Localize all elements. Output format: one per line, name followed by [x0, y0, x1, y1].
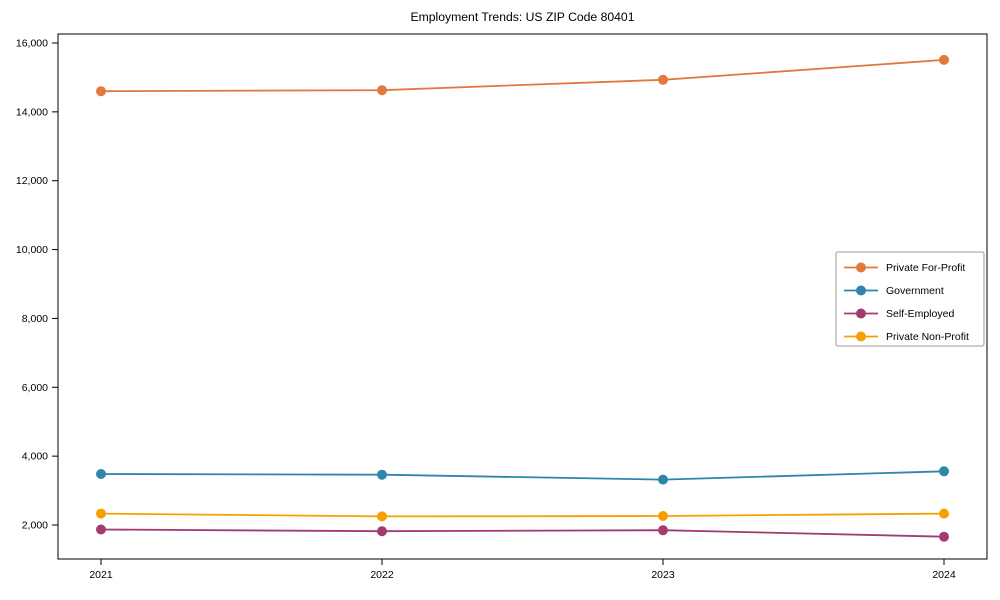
- data-point: [658, 74, 668, 85]
- series-line-government: [100, 470, 945, 481]
- data-point: [377, 469, 387, 480]
- y-tick-label: 14,000: [16, 106, 48, 118]
- legend-label: Government: [886, 285, 944, 297]
- y-tick-label: 10,000: [16, 244, 48, 256]
- data-point: [939, 466, 949, 477]
- data-point: [658, 525, 668, 536]
- legend-swatch-marker: [856, 262, 866, 273]
- data-point: [96, 469, 106, 479]
- data-point: [96, 524, 106, 535]
- x-tick-label: 2022: [370, 569, 394, 581]
- data-point: [658, 511, 668, 521]
- legend-label: Private Non-Profit: [886, 331, 969, 343]
- legend-label: Private For-Profit: [886, 262, 965, 274]
- chart-title: Employment Trends: US ZIP Code 80401: [410, 10, 635, 24]
- y-tick-label: 4,000: [22, 451, 48, 463]
- x-tick-label: 2021: [89, 569, 113, 581]
- data-point: [96, 86, 106, 97]
- data-point: [377, 511, 387, 522]
- y-tick-label: 12,000: [16, 175, 48, 187]
- y-tick-label: 8,000: [22, 313, 48, 325]
- series-line-self-employed: [100, 528, 945, 538]
- series-line-private-non-profit: [100, 512, 945, 518]
- data-point: [939, 531, 949, 542]
- y-tick-label: 2,000: [22, 520, 48, 532]
- legend-swatch-marker: [856, 285, 866, 296]
- data-point: [658, 474, 668, 485]
- series-line-private-for-profit: [100, 59, 945, 93]
- data-point: [96, 508, 106, 519]
- y-tick-label: 16,000: [16, 38, 48, 50]
- legend-label: Self-Employed: [886, 308, 954, 320]
- plot-frame: [57, 33, 988, 560]
- data-point: [939, 508, 949, 519]
- data-point: [377, 85, 387, 96]
- legend-box: [835, 251, 985, 347]
- x-tick-label: 2023: [651, 569, 675, 581]
- y-tick-label: 6,000: [22, 382, 48, 394]
- legend-swatch-marker: [856, 308, 866, 319]
- data-point: [377, 526, 387, 537]
- data-point: [939, 54, 949, 65]
- legend-swatch-marker: [856, 331, 866, 342]
- x-tick-label: 2024: [932, 569, 956, 581]
